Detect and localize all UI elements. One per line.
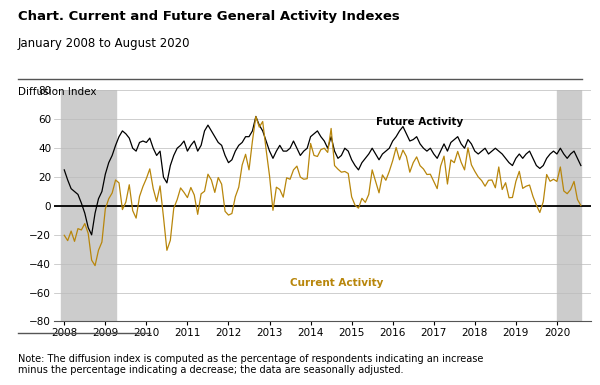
Text: Note: The diffusion index is computed as the percentage of respondents indicatin: Note: The diffusion index is computed as… [18, 354, 484, 375]
Text: Future Activity: Future Activity [376, 117, 464, 127]
Bar [557, 90, 581, 321]
Text: Diffusion Index: Diffusion Index [18, 87, 97, 97]
Bar [61, 90, 116, 321]
Text: Current Activity: Current Activity [290, 278, 383, 288]
Text: January 2008 to August 2020: January 2008 to August 2020 [18, 37, 191, 50]
Text: Chart. Current and Future General Activity Indexes: Chart. Current and Future General Activi… [18, 10, 400, 23]
